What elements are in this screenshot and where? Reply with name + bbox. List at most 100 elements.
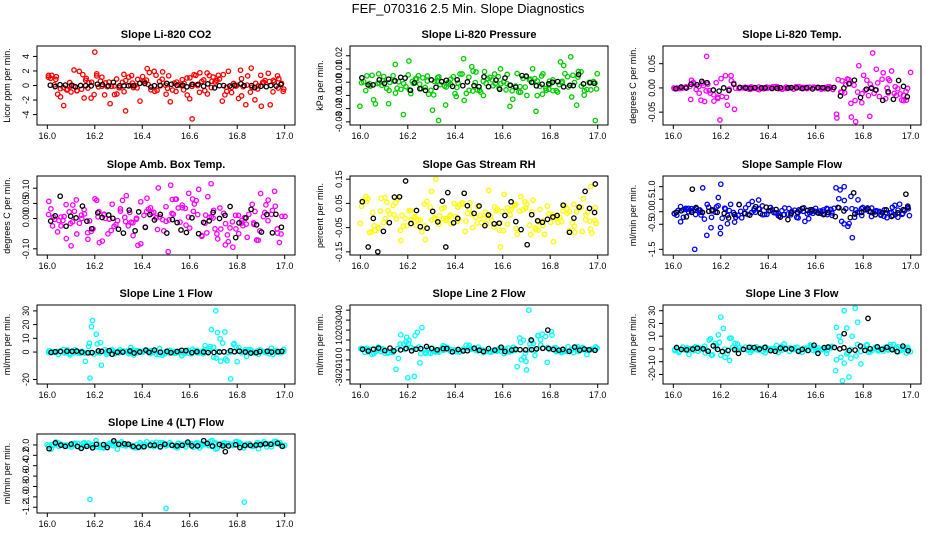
data-point <box>436 73 442 80</box>
y-tick-label: -0.4 <box>21 458 31 474</box>
data-point <box>731 219 738 225</box>
data-point <box>227 203 233 210</box>
data-point <box>71 208 78 215</box>
data-point <box>194 442 201 449</box>
data-point <box>98 362 105 369</box>
data-point <box>851 77 858 84</box>
data-point <box>725 215 732 221</box>
data-point <box>575 71 582 78</box>
data-point <box>485 345 492 352</box>
data-point <box>83 443 90 450</box>
data-point <box>496 86 503 93</box>
data-point <box>714 346 721 353</box>
data-point <box>212 308 219 314</box>
data-point <box>880 69 887 76</box>
data-point <box>391 194 398 200</box>
data-point <box>222 329 228 335</box>
data-point <box>232 212 239 219</box>
data-point <box>847 355 854 362</box>
data-point <box>514 70 520 77</box>
data-point <box>546 211 552 217</box>
data-point <box>820 211 827 218</box>
data-point <box>900 343 906 349</box>
x-tick-label: 16.6 <box>494 390 512 400</box>
y-tick-label: 0.00 <box>647 79 657 97</box>
data-point <box>478 219 485 226</box>
y-tick-label: 20 <box>21 320 31 330</box>
data-point <box>678 346 685 353</box>
data-point <box>382 215 389 222</box>
data-point <box>262 440 269 447</box>
data-point <box>137 198 144 205</box>
data-point <box>370 346 377 353</box>
data-point <box>690 80 697 87</box>
data-point <box>449 83 456 90</box>
data-point <box>592 117 599 124</box>
data-point <box>523 358 529 365</box>
data-point <box>777 84 784 91</box>
data-point <box>447 212 454 218</box>
data-point <box>194 348 200 355</box>
data-point <box>73 348 80 354</box>
chart-panel: Slope Amb. Box Temp. degrees C per min. 16… <box>2 159 296 271</box>
x-tick-label: 16.0 <box>39 390 57 400</box>
data-point <box>126 209 133 216</box>
data-point <box>195 186 202 193</box>
data-point <box>155 185 162 191</box>
data-point <box>91 91 97 98</box>
y-tick-label: -0.6 <box>21 468 31 484</box>
data-point <box>184 92 191 98</box>
data-point <box>904 204 911 211</box>
data-point <box>197 69 203 76</box>
x-tick-label: 16.2 <box>86 390 104 400</box>
data-point <box>108 227 115 234</box>
data-point <box>549 211 555 218</box>
data-point <box>68 441 74 447</box>
data-point <box>229 218 236 225</box>
data-point <box>210 344 217 350</box>
data-point <box>517 346 523 353</box>
y-tick-label: -0.05 <box>334 217 344 238</box>
y-tick-label: -20 <box>647 368 657 381</box>
data-point <box>73 231 80 237</box>
data-point <box>189 443 195 449</box>
data-point <box>849 234 856 241</box>
data-point <box>109 201 116 208</box>
data-point <box>222 220 229 227</box>
data-point <box>523 367 530 373</box>
data-point <box>700 345 707 352</box>
data-point <box>570 72 576 79</box>
data-point <box>736 84 743 91</box>
x-tick-label: 16.8 <box>228 261 246 271</box>
data-point <box>369 72 375 79</box>
data-point <box>463 218 469 225</box>
plot-frame <box>662 45 922 126</box>
data-point <box>879 346 885 353</box>
data-point <box>235 212 242 219</box>
data-point <box>79 203 86 209</box>
x-tick-label: 16.4 <box>446 131 464 141</box>
chart-title: Slope Line 4 (LT) Flow <box>108 417 224 429</box>
data-point <box>94 81 101 88</box>
data-point <box>394 345 401 352</box>
data-point <box>512 218 519 225</box>
data-point <box>258 83 264 90</box>
data-point <box>184 83 190 90</box>
data-point <box>397 74 404 81</box>
data-point <box>98 348 105 355</box>
data-point <box>89 444 96 451</box>
data-point <box>900 206 907 213</box>
data-point <box>497 66 504 72</box>
data-point <box>121 440 128 447</box>
data-point <box>99 74 105 81</box>
data-point <box>837 187 843 193</box>
data-point <box>117 208 124 214</box>
data-point <box>392 90 399 96</box>
data-point <box>405 72 412 78</box>
y-tick-label: -30 <box>334 373 344 386</box>
data-point <box>788 84 795 91</box>
data-point <box>424 198 430 205</box>
data-point <box>855 196 861 203</box>
data-point <box>850 190 857 196</box>
data-point <box>480 215 487 222</box>
